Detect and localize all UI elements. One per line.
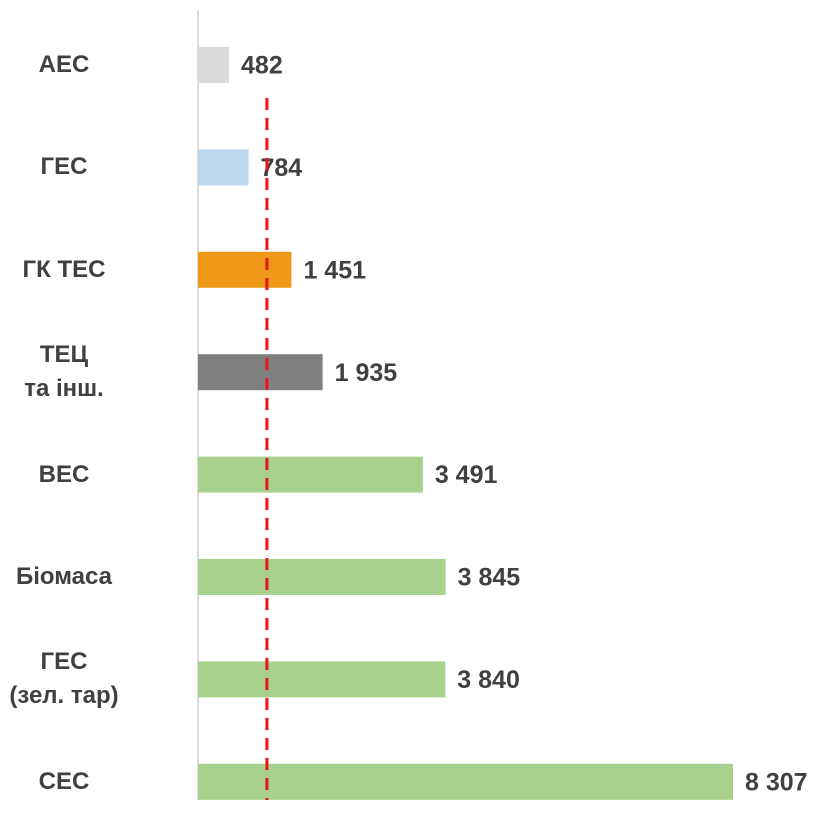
value-label: 482 (241, 52, 283, 80)
value-label: 8 307 (745, 768, 808, 796)
category-label: ТЕЦ та інш. (24, 341, 104, 403)
category-label: ГЕС (зел. тар) (9, 648, 119, 710)
bar (198, 456, 423, 493)
bar (198, 661, 446, 698)
value-label: 3 840 (457, 666, 520, 694)
value-label: 3 491 (435, 461, 498, 489)
category-label: АЕС (38, 51, 90, 78)
value-label: 3 845 (458, 564, 521, 592)
category-label: ВЕС (38, 460, 90, 488)
category-label: ГЕС (40, 153, 88, 181)
bar (198, 763, 733, 800)
category-label: Біомаса (15, 563, 113, 590)
value-label: 1 935 (335, 359, 398, 387)
bar (198, 559, 446, 595)
category-label: СЕС (38, 767, 90, 795)
value-label: 1 451 (303, 256, 366, 284)
bar (198, 251, 292, 288)
bar (198, 47, 230, 83)
bar (198, 354, 323, 391)
category-label: ГК ТЕС (22, 255, 106, 283)
bar (198, 149, 249, 186)
